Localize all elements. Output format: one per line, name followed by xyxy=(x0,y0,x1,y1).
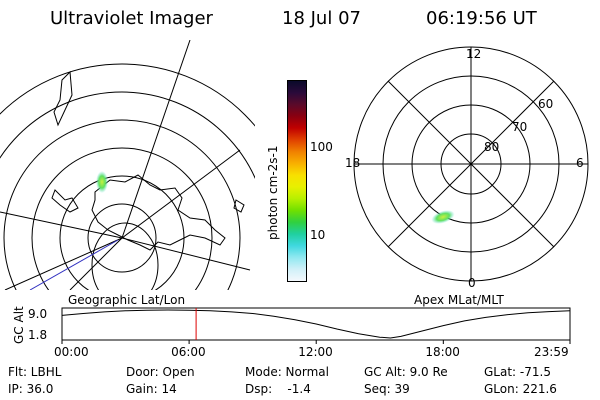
coastline xyxy=(91,174,226,251)
lat-circle xyxy=(3,119,241,290)
colorbar-tick-label: 10 xyxy=(310,228,326,242)
lat-circle xyxy=(31,147,213,290)
info-glat: GLat: -71.5 xyxy=(484,365,551,379)
coastline xyxy=(51,189,79,213)
geographic-caption: Geographic Lat/Lon xyxy=(68,293,186,307)
lat-circle xyxy=(0,91,255,180)
aurora-spot xyxy=(431,210,455,224)
mlt-label-18: 18 xyxy=(345,156,361,170)
info-mode: Mode: Normal xyxy=(245,365,329,379)
apex-polar-map xyxy=(353,46,589,282)
mlt-diagonal xyxy=(387,80,555,248)
coastline xyxy=(233,199,245,213)
meridian-line xyxy=(121,40,191,239)
info-ip: IP: 36.0 xyxy=(8,382,54,396)
mlat-label-80: 80 xyxy=(484,140,500,154)
apex-caption: Apex MLat/MLT xyxy=(414,293,504,307)
xtick-label: 23:59 xyxy=(534,345,569,359)
info-dsp: Dsp: -1.4 xyxy=(245,382,311,396)
xtick-label: 06:00 xyxy=(171,345,206,359)
mlt-label-12: 12 xyxy=(466,47,482,61)
xtick-label: 00:00 xyxy=(54,345,89,359)
meridian-line xyxy=(121,149,241,239)
altitude-series-line xyxy=(61,309,571,339)
mlat-label-60: 60 xyxy=(538,97,554,111)
lat-circle xyxy=(87,203,157,273)
info-gc-alt: GC Alt: 9.0 Re xyxy=(364,365,448,379)
meridian-line xyxy=(4,237,123,290)
colorbar xyxy=(287,80,307,282)
altitude-chart xyxy=(61,307,571,344)
day-night-line xyxy=(29,239,119,290)
mlt-label-6: 6 xyxy=(576,156,584,170)
coastline xyxy=(53,70,73,127)
geographic-map xyxy=(0,40,255,290)
info-gain: Gain: 14 xyxy=(126,382,177,396)
mlt-label-0: 0 xyxy=(468,276,476,290)
lat-circle xyxy=(59,175,185,290)
meridian-line xyxy=(69,237,123,290)
xtick-label: 18:00 xyxy=(425,345,460,359)
meridian-line xyxy=(121,237,251,271)
aurora-spot xyxy=(96,171,108,193)
time-label: 06:19:56 UT xyxy=(426,8,537,29)
xtick-label: 12:00 xyxy=(298,345,333,359)
info-filter: Flt: LBHL xyxy=(8,365,62,379)
ytick-label: 9.0 xyxy=(28,307,48,321)
altitude-ylabel: GC Alt xyxy=(12,306,26,344)
colorbar-unit-label: photon cm-2s-1 xyxy=(266,145,280,241)
lat-circle xyxy=(0,63,255,127)
ytick-label: 1.8 xyxy=(28,328,48,342)
meridian-line xyxy=(0,211,123,239)
date-label: 18 Jul 07 xyxy=(282,8,361,29)
instrument-title: Ultraviolet Imager xyxy=(50,8,213,29)
info-door: Door: Open xyxy=(126,365,195,379)
info-seq: Seq: 39 xyxy=(364,382,410,396)
mlat-label-70: 70 xyxy=(512,120,528,134)
colorbar-tick-label: 100 xyxy=(310,140,333,154)
oval-outline xyxy=(91,222,159,290)
info-glon: GLon: 221.6 xyxy=(484,382,557,396)
